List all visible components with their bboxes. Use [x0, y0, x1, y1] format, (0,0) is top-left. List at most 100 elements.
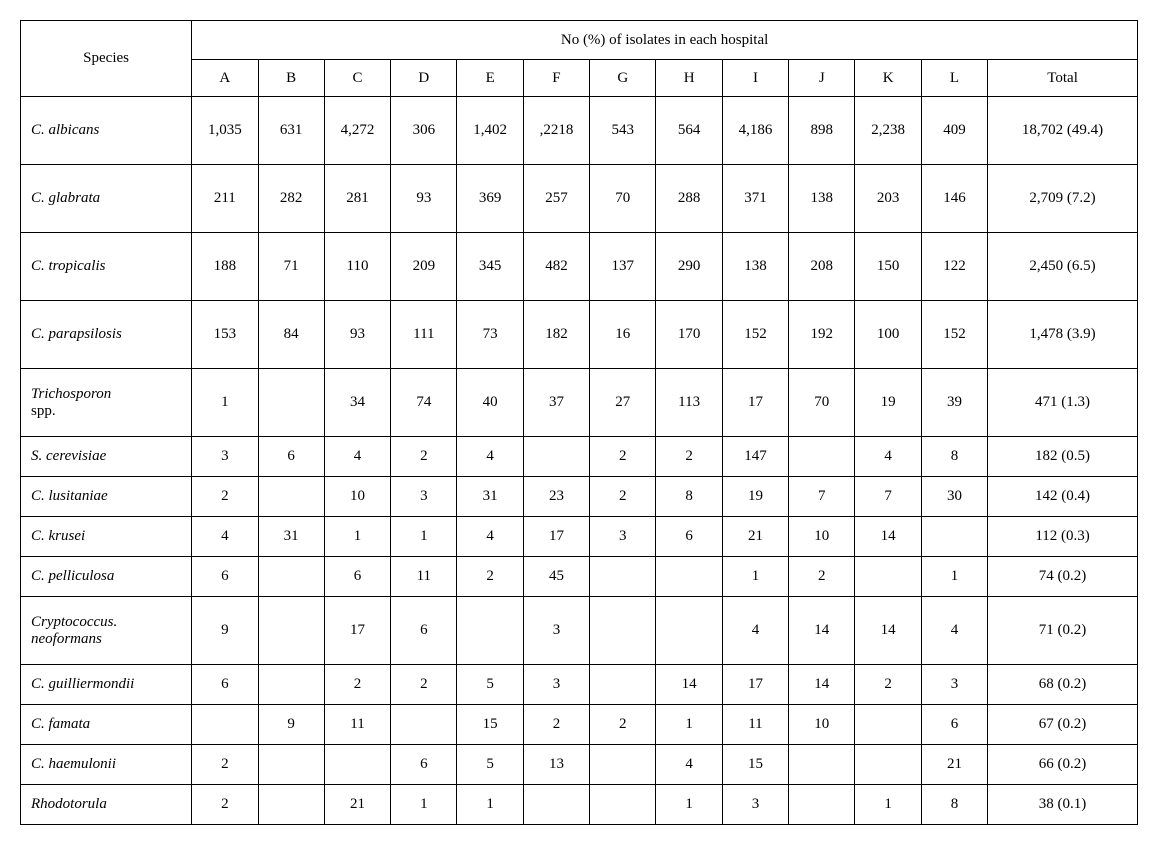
data-cell [921, 517, 987, 557]
data-cell: 2 [590, 705, 656, 745]
data-cell: 84 [258, 301, 324, 369]
data-cell: 1,035 [192, 97, 258, 165]
data-cell: 40 [457, 369, 523, 437]
data-cell: 71 [258, 233, 324, 301]
data-cell: 482 [523, 233, 589, 301]
data-cell: ,2218 [523, 97, 589, 165]
data-cell: 21 [324, 785, 390, 825]
data-cell: 93 [324, 301, 390, 369]
data-cell: 27 [590, 369, 656, 437]
table-row: C. parapsilosis1538493111731821617015219… [21, 301, 1138, 369]
species-name: C. tropicalis [31, 258, 105, 274]
total-cell: 182 (0.5) [988, 437, 1138, 477]
col-I: I [722, 60, 788, 97]
data-cell: 23 [523, 477, 589, 517]
data-cell: 9 [258, 705, 324, 745]
data-cell: 170 [656, 301, 722, 369]
data-cell: 4 [656, 745, 722, 785]
data-cell: 4 [457, 517, 523, 557]
data-cell [258, 557, 324, 597]
table-row: Rhodotorula22111131838 (0.1) [21, 785, 1138, 825]
species-cell: C. krusei [21, 517, 192, 557]
col-K: K [855, 60, 921, 97]
species-name: C. haemulonii [31, 756, 116, 772]
data-cell: 17 [722, 369, 788, 437]
total-cell: 18,702 (49.4) [988, 97, 1138, 165]
data-cell: 2 [457, 557, 523, 597]
col-H: H [656, 60, 722, 97]
data-cell: 8 [921, 437, 987, 477]
data-cell: 152 [722, 301, 788, 369]
data-cell: 74 [391, 369, 457, 437]
col-total: Total [988, 60, 1138, 97]
data-cell: 2 [391, 665, 457, 705]
data-cell: 137 [590, 233, 656, 301]
species-header: Species [21, 21, 192, 97]
data-cell [855, 557, 921, 597]
data-cell: 11 [391, 557, 457, 597]
data-cell: 11 [722, 705, 788, 745]
data-cell: 8 [656, 477, 722, 517]
data-cell [789, 785, 855, 825]
data-cell: 290 [656, 233, 722, 301]
data-cell [855, 745, 921, 785]
data-cell: 409 [921, 97, 987, 165]
data-cell: 14 [789, 597, 855, 665]
data-cell [258, 745, 324, 785]
table-row: C. pelliculosa661124512174 (0.2) [21, 557, 1138, 597]
species-cell: C. albicans [21, 97, 192, 165]
species-name: C. glabrata [31, 190, 100, 206]
species-cell: Rhodotorula [21, 785, 192, 825]
data-cell [855, 705, 921, 745]
data-cell: 2 [192, 477, 258, 517]
species-cell: C. lusitaniae [21, 477, 192, 517]
data-cell: 122 [921, 233, 987, 301]
table-body: C. albicans1,0356314,2723061,402,2218543… [21, 97, 1138, 825]
data-cell: 1 [656, 785, 722, 825]
data-cell: 3 [523, 665, 589, 705]
col-G: G [590, 60, 656, 97]
data-cell: 1 [855, 785, 921, 825]
group-header: No (%) of isolates in each hospital [192, 21, 1138, 60]
data-cell: 6 [921, 705, 987, 745]
data-cell: 1 [324, 517, 390, 557]
data-cell: 2 [656, 437, 722, 477]
data-cell: 111 [391, 301, 457, 369]
data-cell [590, 557, 656, 597]
data-cell: 153 [192, 301, 258, 369]
total-cell: 142 (0.4) [988, 477, 1138, 517]
data-cell: 369 [457, 165, 523, 233]
data-cell: 3 [722, 785, 788, 825]
data-cell: 70 [590, 165, 656, 233]
total-cell: 68 (0.2) [988, 665, 1138, 705]
data-cell: 3 [921, 665, 987, 705]
data-cell: 19 [722, 477, 788, 517]
species-name: Cryptococcus. neoformans [31, 614, 117, 647]
total-cell: 38 (0.1) [988, 785, 1138, 825]
data-cell: 113 [656, 369, 722, 437]
data-cell: 146 [921, 165, 987, 233]
data-cell: 4,186 [722, 97, 788, 165]
table-row: C. famata911152211110667 (0.2) [21, 705, 1138, 745]
data-cell: 1 [457, 785, 523, 825]
data-cell: 15 [722, 745, 788, 785]
table-row: Trichosporonspp.134744037271131770193947… [21, 369, 1138, 437]
data-cell: 34 [324, 369, 390, 437]
data-cell: 6 [391, 597, 457, 665]
total-cell: 1,478 (3.9) [988, 301, 1138, 369]
total-cell: 2,450 (6.5) [988, 233, 1138, 301]
data-cell [258, 477, 324, 517]
col-L: L [921, 60, 987, 97]
data-cell: 2 [855, 665, 921, 705]
data-cell: 6 [656, 517, 722, 557]
data-cell: 100 [855, 301, 921, 369]
col-A: A [192, 60, 258, 97]
species-cell: C. glabrata [21, 165, 192, 233]
data-cell: 7 [855, 477, 921, 517]
data-cell: 4 [855, 437, 921, 477]
data-cell [258, 597, 324, 665]
data-cell: 564 [656, 97, 722, 165]
data-cell: 631 [258, 97, 324, 165]
data-cell: 11 [324, 705, 390, 745]
data-cell: 5 [457, 665, 523, 705]
